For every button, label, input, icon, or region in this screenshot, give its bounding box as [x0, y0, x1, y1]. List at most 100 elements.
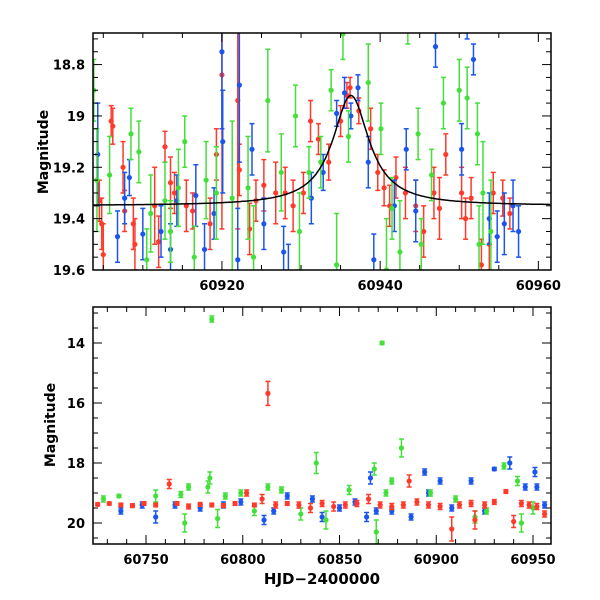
- data-point-red: [472, 517, 478, 523]
- data-point-green: [144, 257, 150, 263]
- data-point-red: [232, 500, 238, 507]
- data-point-red: [326, 159, 332, 165]
- data-point-red: [106, 500, 112, 507]
- bottom-xlabel: HJD−2400000: [264, 570, 380, 588]
- data-point-red: [265, 390, 271, 396]
- data-point-red: [431, 190, 437, 196]
- y-tick-label: 19.6: [53, 264, 85, 279]
- data-point-green: [398, 445, 405, 451]
- data-point-red: [207, 221, 213, 227]
- data-point-green: [456, 87, 462, 93]
- data-point-green: [278, 487, 285, 493]
- data-point-red: [290, 203, 296, 209]
- data-point-red: [375, 169, 381, 176]
- data-point-green: [480, 190, 486, 196]
- data-point-blue: [491, 466, 497, 472]
- data-point-red: [315, 136, 322, 142]
- y-tick-label: 20: [67, 517, 85, 532]
- data-point-blue: [501, 221, 507, 227]
- y-tick-label: 19.2: [53, 161, 85, 176]
- data-point-red: [402, 190, 409, 196]
- data-point-blue: [449, 505, 455, 511]
- data-point-red: [425, 502, 432, 508]
- x-tick-label: 60940: [358, 279, 403, 294]
- data-point-blue: [309, 496, 316, 502]
- model-curve: [93, 94, 551, 206]
- bottom-panel-full: 60750 60800 60850 60900 60950 14 16 18 20: [67, 306, 556, 568]
- data-point-red: [503, 488, 509, 495]
- data-point-green: [292, 113, 299, 119]
- data-point-green: [207, 475, 213, 481]
- data-point-red: [156, 239, 162, 245]
- data-point-green: [483, 508, 490, 514]
- data-point-red: [491, 499, 497, 505]
- data-point-green: [229, 195, 235, 201]
- data-point-green: [453, 496, 459, 502]
- data-point-green: [185, 484, 192, 490]
- data-point-red: [449, 526, 455, 532]
- data-point-red: [462, 216, 469, 222]
- x-tick-label: 60950: [510, 553, 555, 568]
- data-point-red: [421, 228, 427, 235]
- data-point-green: [415, 131, 421, 137]
- top-ylabel: Magnitude: [36, 110, 52, 194]
- data-point-green: [389, 205, 395, 211]
- data-point-blue: [494, 234, 500, 240]
- x-tick-label: 60920: [199, 279, 244, 294]
- data-point-blue: [371, 257, 377, 263]
- data-point-blue: [249, 146, 255, 152]
- data-point-green: [205, 484, 211, 490]
- data-point-red: [251, 502, 257, 508]
- data-point-green: [518, 520, 524, 526]
- data-point-blue: [432, 44, 439, 50]
- data-point-blue: [408, 514, 414, 520]
- data-point-blue: [238, 499, 244, 505]
- data-point-blue: [271, 508, 277, 514]
- data-point-red: [118, 502, 124, 508]
- data-point-blue: [341, 90, 348, 96]
- data-point-red: [393, 174, 399, 181]
- data-point-red: [167, 180, 174, 186]
- x-tick-label: 60900: [414, 553, 459, 568]
- data-point-red: [166, 481, 172, 487]
- data-point-blue: [459, 146, 465, 152]
- data-point-red: [100, 251, 106, 258]
- data-point-green: [250, 254, 257, 260]
- data-point-blue: [413, 208, 419, 214]
- data-point-blue: [193, 192, 199, 199]
- data-point-green: [298, 511, 304, 517]
- data-point-green: [296, 228, 303, 235]
- x-tick-label: 60750: [123, 553, 168, 568]
- data-point-green: [167, 228, 174, 235]
- data-point-blue: [219, 49, 225, 55]
- data-point-red: [482, 502, 488, 508]
- data-point-green: [427, 490, 434, 496]
- y-tick-label: 16: [67, 397, 85, 412]
- data-point-green: [182, 139, 188, 145]
- data-point-red: [368, 126, 374, 132]
- data-point-red: [437, 503, 443, 510]
- data-point-red: [406, 478, 412, 484]
- data-point-red: [507, 210, 513, 217]
- data-point-blue: [281, 249, 287, 255]
- data-point-green: [162, 198, 168, 204]
- top-panel-zoom: 60920 60940 60960 18.8 19 19.2 19.4 19.6: [53, 32, 561, 294]
- data-point-red: [459, 190, 465, 196]
- data-area: [93, 33, 551, 270]
- data-point-green: [153, 493, 159, 499]
- data-point-green: [265, 97, 271, 104]
- data-point-blue: [126, 174, 132, 181]
- data-point-green: [306, 169, 312, 176]
- data-point-green: [345, 133, 352, 140]
- data-point-green: [371, 466, 377, 472]
- data-point-red: [284, 500, 290, 507]
- data-point-red: [190, 208, 196, 214]
- data-point-blue: [422, 469, 428, 475]
- data-point-red: [174, 500, 180, 507]
- data-point-red: [296, 502, 302, 508]
- data-point-green: [265, 484, 271, 490]
- data-point-green: [313, 460, 319, 466]
- data-point-red: [414, 499, 420, 505]
- data-point-blue: [261, 221, 267, 227]
- data-point-red: [259, 496, 265, 502]
